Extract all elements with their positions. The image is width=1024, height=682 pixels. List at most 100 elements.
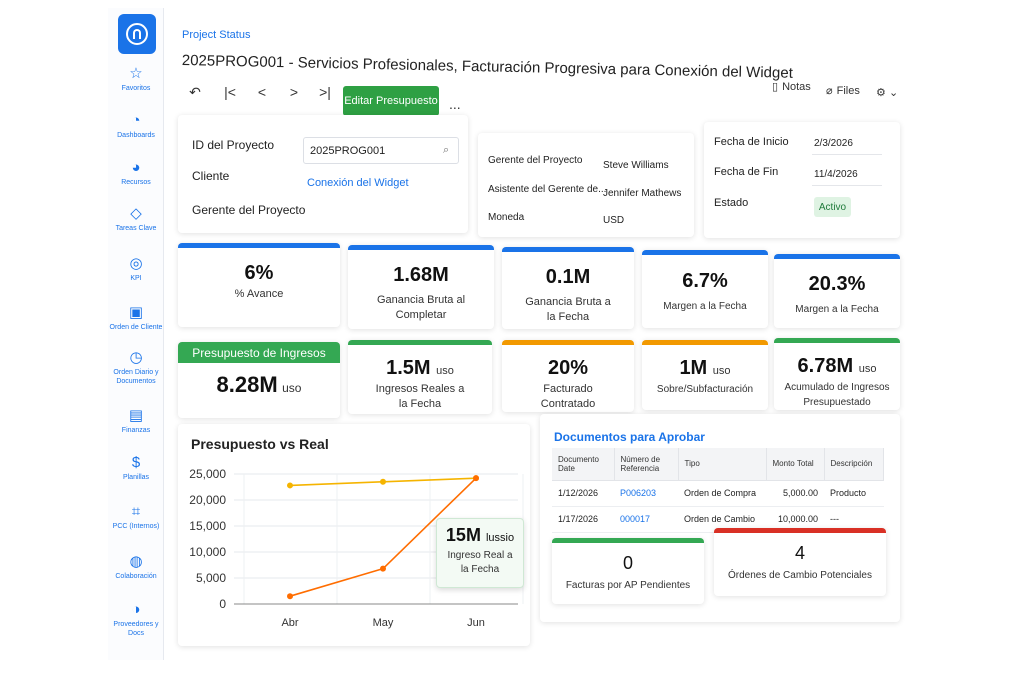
- col-type[interactable]: Tipo: [678, 448, 767, 481]
- cell-ref-link[interactable]: 000017: [614, 506, 678, 533]
- pie-chart-icon: ◔: [131, 112, 141, 129]
- data-point: [380, 478, 386, 485]
- previous-record-icon[interactable]: <: [257, 84, 267, 100]
- cell-ref-link[interactable]: P006203: [614, 480, 678, 507]
- status-label: Estado: [714, 197, 749, 209]
- sidebar-item-favoritos[interactable]: ☆ Favoritos: [108, 66, 164, 93]
- sidebar-item-colaboracion[interactable]: ◍ Colaboración: [108, 554, 164, 581]
- currency-value: USD: [603, 215, 625, 226]
- kpi-billed-contracted: 20% Facturado Contratado: [502, 340, 634, 412]
- end-date-label: Fecha de Fin: [714, 166, 779, 178]
- data-point: [380, 565, 386, 572]
- budget-header: Presupuesto de Ingresos: [178, 342, 340, 363]
- data-point: [287, 593, 293, 600]
- kpi-margin-date-1: 6.7% Margen a la Fecha: [642, 250, 768, 328]
- sidebar-item-pcc[interactable]: ⌗ PCC (Internos): [108, 504, 164, 531]
- manager-label: Gerente del Proyecto: [488, 155, 583, 166]
- breadcrumb[interactable]: Project Status: [182, 29, 251, 41]
- chart-title: Presupuesto vs Real: [191, 436, 329, 452]
- y-tick-label: 10,000: [189, 545, 226, 559]
- start-date-field[interactable]: 2/3/2026: [812, 133, 882, 155]
- project-manager-label: Gerente del Proyecto: [192, 203, 306, 217]
- project-info-card: [178, 115, 468, 233]
- sidebar: [108, 8, 164, 660]
- assistant-label: Asistente del Gerente de...: [488, 184, 607, 195]
- sidebar-item-orden-diario[interactable]: ◷ Orden Diario y Documentos: [108, 350, 164, 386]
- kpi-gross-profit-date: 0.1M Ganancia Bruta a la Fecha: [502, 247, 634, 329]
- last-record-icon[interactable]: >|: [319, 84, 331, 100]
- sidebar-item-dashboards[interactable]: ◔ Dashboards: [108, 113, 164, 140]
- y-tick-label: 5,000: [196, 571, 226, 585]
- docs-title: Documentos para Aprobar: [554, 430, 705, 444]
- kpi-progress: 6% % Avance: [178, 243, 340, 327]
- start-date-label: Fecha de Inicio: [714, 136, 789, 148]
- assistant-value: Jennifer Mathews: [603, 188, 682, 199]
- team-card: [478, 133, 694, 237]
- kpi-potential-change-orders: 4 Órdenes de Cambio Potenciales: [714, 528, 886, 596]
- chart-tooltip: 15M lussio Ingreso Real a la Fecha: [436, 518, 524, 588]
- y-tick-label: 0: [219, 597, 226, 611]
- sidebar-item-recursos[interactable]: ◕ Recursos: [108, 160, 164, 187]
- table-row[interactable]: 1/12/2026 P006203 Orden de Compra 5,000.…: [552, 480, 884, 507]
- docs-table: Documento Date Número de Referencia Tipo…: [552, 448, 884, 533]
- project-id-label: ID del Proyecto: [192, 138, 275, 152]
- app-logo[interactable]: [118, 14, 156, 54]
- dates-card: [704, 122, 900, 238]
- budget-unit: uso: [282, 381, 302, 395]
- more-options-button[interactable]: ...: [449, 96, 461, 112]
- y-tick-label: 20,000: [189, 493, 226, 507]
- budget-value-row: 8.28M uso: [178, 372, 340, 398]
- col-ref[interactable]: Número de Referencia: [614, 448, 679, 481]
- currency-label: Moneda: [488, 212, 525, 223]
- client-link[interactable]: Conexión del Widget: [307, 177, 409, 189]
- chevron-down-icon: ⌄: [888, 87, 899, 99]
- data-point: [287, 482, 293, 489]
- y-tick-label: 15,000: [189, 519, 226, 533]
- edit-budget-button[interactable]: Editar Presupuesto: [343, 86, 439, 116]
- cell-type: Orden de Compra: [678, 480, 766, 507]
- tag-icon: ◇: [130, 205, 142, 222]
- kpi-over-under-billing: 1M uso Sobre/Subfacturación: [642, 340, 768, 410]
- y-tick-label: 25,000: [189, 467, 226, 481]
- sidebar-item-orden-cliente[interactable]: ▣ Orden de Cliente: [109, 304, 163, 332]
- settings-button[interactable]: ⚙ ⌄: [876, 86, 898, 99]
- sidebar-item-tareas-clave[interactable]: ◇ Tareas Clave: [108, 206, 164, 233]
- undo-icon[interactable]: ↶: [189, 84, 201, 100]
- col-amount[interactable]: Monto Total: [766, 448, 825, 481]
- x-tick-label: Abr: [281, 617, 298, 629]
- project-id-input[interactable]: [303, 137, 459, 164]
- sidebar-item-proveedores[interactable]: ◑ Proveedores y Docs: [108, 602, 164, 638]
- handshake-icon: ◍: [129, 553, 143, 570]
- note-icon: ▯: [772, 81, 779, 93]
- kpi-margin-date-2: 20.3% Margen a la Fecha: [774, 254, 900, 328]
- target-icon: ◎: [129, 255, 143, 272]
- sidebar-item-kpi[interactable]: ◎ KPI: [108, 256, 164, 283]
- paperclip-icon: ⌀: [826, 85, 833, 97]
- end-date-field[interactable]: 11/4/2026: [812, 164, 882, 186]
- status-badge: Activo: [814, 197, 851, 217]
- col-desc[interactable]: Descripción: [824, 448, 884, 481]
- data-point: [473, 475, 479, 482]
- files-button[interactable]: ⌀ Files: [826, 85, 860, 97]
- clock-icon: ◷: [129, 349, 143, 366]
- notes-button[interactable]: ▯ Notas: [772, 81, 811, 93]
- col-date[interactable]: Documento Date: [552, 448, 615, 481]
- kpi-pending-ap-invoices: 0 Facturas por AP Pendientes: [552, 538, 704, 604]
- star-icon: ☆: [129, 65, 143, 82]
- cell-desc: Producto: [824, 480, 884, 507]
- gear-icon: ⚙: [876, 87, 886, 99]
- sidebar-item-finanzas[interactable]: ▤ Finanzas: [108, 408, 164, 435]
- x-tick-label: May: [373, 617, 394, 629]
- search-icon[interactable]: ⌕: [443, 144, 450, 156]
- budget-value: 8.28M: [216, 372, 278, 397]
- cell-date: 1/17/2026: [552, 506, 614, 533]
- next-record-icon[interactable]: >: [289, 84, 299, 100]
- table-header-row: Documento Date Número de Referencia Tipo…: [552, 448, 884, 481]
- kpi-gross-profit-complete: 1.68M Ganancia Bruta al Completar: [348, 245, 494, 329]
- network-icon: ⌗: [131, 503, 141, 520]
- logo-icon: [126, 23, 148, 45]
- sidebar-item-planillas[interactable]: $ Planillas: [108, 455, 164, 482]
- client-label: Cliente: [192, 169, 230, 183]
- x-tick-label: Jun: [467, 617, 485, 629]
- first-record-icon[interactable]: |<: [224, 84, 236, 100]
